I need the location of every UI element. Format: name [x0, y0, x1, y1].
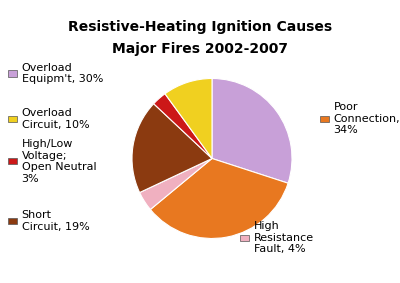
Text: Resistive-Heating Ignition Causes: Resistive-Heating Ignition Causes: [68, 20, 332, 34]
Text: Short
Circuit, 19%: Short Circuit, 19%: [22, 210, 89, 231]
Wedge shape: [212, 78, 292, 183]
Wedge shape: [154, 94, 212, 158]
Text: Overload
Equipm't, 30%: Overload Equipm't, 30%: [22, 63, 103, 84]
Wedge shape: [150, 158, 288, 239]
Wedge shape: [132, 104, 212, 192]
Text: High
Resistance
Fault, 4%: High Resistance Fault, 4%: [254, 221, 314, 254]
Text: Major Fires 2002-2007: Major Fires 2002-2007: [112, 42, 288, 56]
Text: High/Low
Voltage;
Open Neutral
3%: High/Low Voltage; Open Neutral 3%: [22, 139, 96, 184]
Wedge shape: [165, 78, 212, 158]
Text: Poor
Connection,
34%: Poor Connection, 34%: [334, 102, 400, 136]
Text: Overload
Circuit, 10%: Overload Circuit, 10%: [22, 108, 89, 130]
Wedge shape: [140, 158, 212, 209]
